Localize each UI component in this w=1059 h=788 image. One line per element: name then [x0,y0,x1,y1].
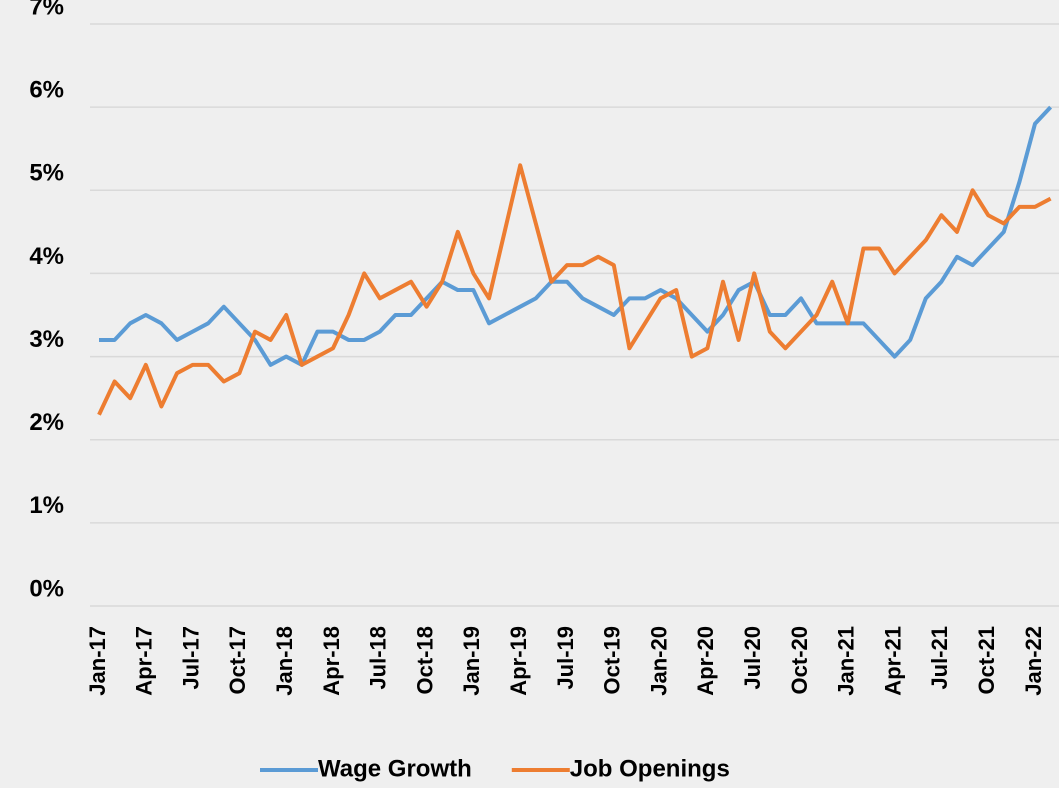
x-tick-label: Jul-21 [927,626,952,690]
x-tick-label: Jan-18 [272,626,297,696]
x-tick-label: Jan-20 [646,626,671,696]
x-tick-label: Jan-21 [834,626,859,696]
y-tick-label: 0% [29,575,64,602]
y-tick-label: 5% [29,160,64,187]
x-tick-label: Jan-17 [85,626,110,696]
x-tick-label: Jul-17 [178,626,203,690]
y-tick-label: 7% [29,0,64,20]
x-tick-label: Apr-20 [693,626,718,696]
legend-label: Job Openings [570,755,730,782]
y-tick-label: 2% [29,409,64,436]
x-tick-label: Jan-19 [459,626,484,696]
x-tick-label: Jul-19 [553,626,578,690]
y-tick-label: 6% [29,76,64,103]
x-tick-label: Jul-18 [366,626,391,690]
line-series [99,105,1053,367]
x-tick-label: Oct-20 [787,626,812,694]
x-tick-label: Apr-17 [132,626,157,696]
x-tick-label: Jan-22 [1021,626,1046,696]
x-tick-label: Oct-21 [974,626,999,694]
x-tick-label: Apr-18 [319,626,344,696]
x-tick-label: Oct-18 [412,626,437,694]
x-tick-label: Apr-21 [880,626,905,696]
x-tick-label: Oct-19 [600,626,625,694]
line-series [97,163,1052,416]
x-tick-label: Jul-20 [740,626,765,690]
y-tick-label: 4% [29,243,64,270]
x-tick-label: Apr-19 [506,626,531,696]
x-tick-label: Oct-17 [225,626,250,694]
y-tick-label: 1% [29,492,64,519]
legend-label: Wage Growth [318,755,472,782]
y-tick-label: 3% [29,326,64,353]
